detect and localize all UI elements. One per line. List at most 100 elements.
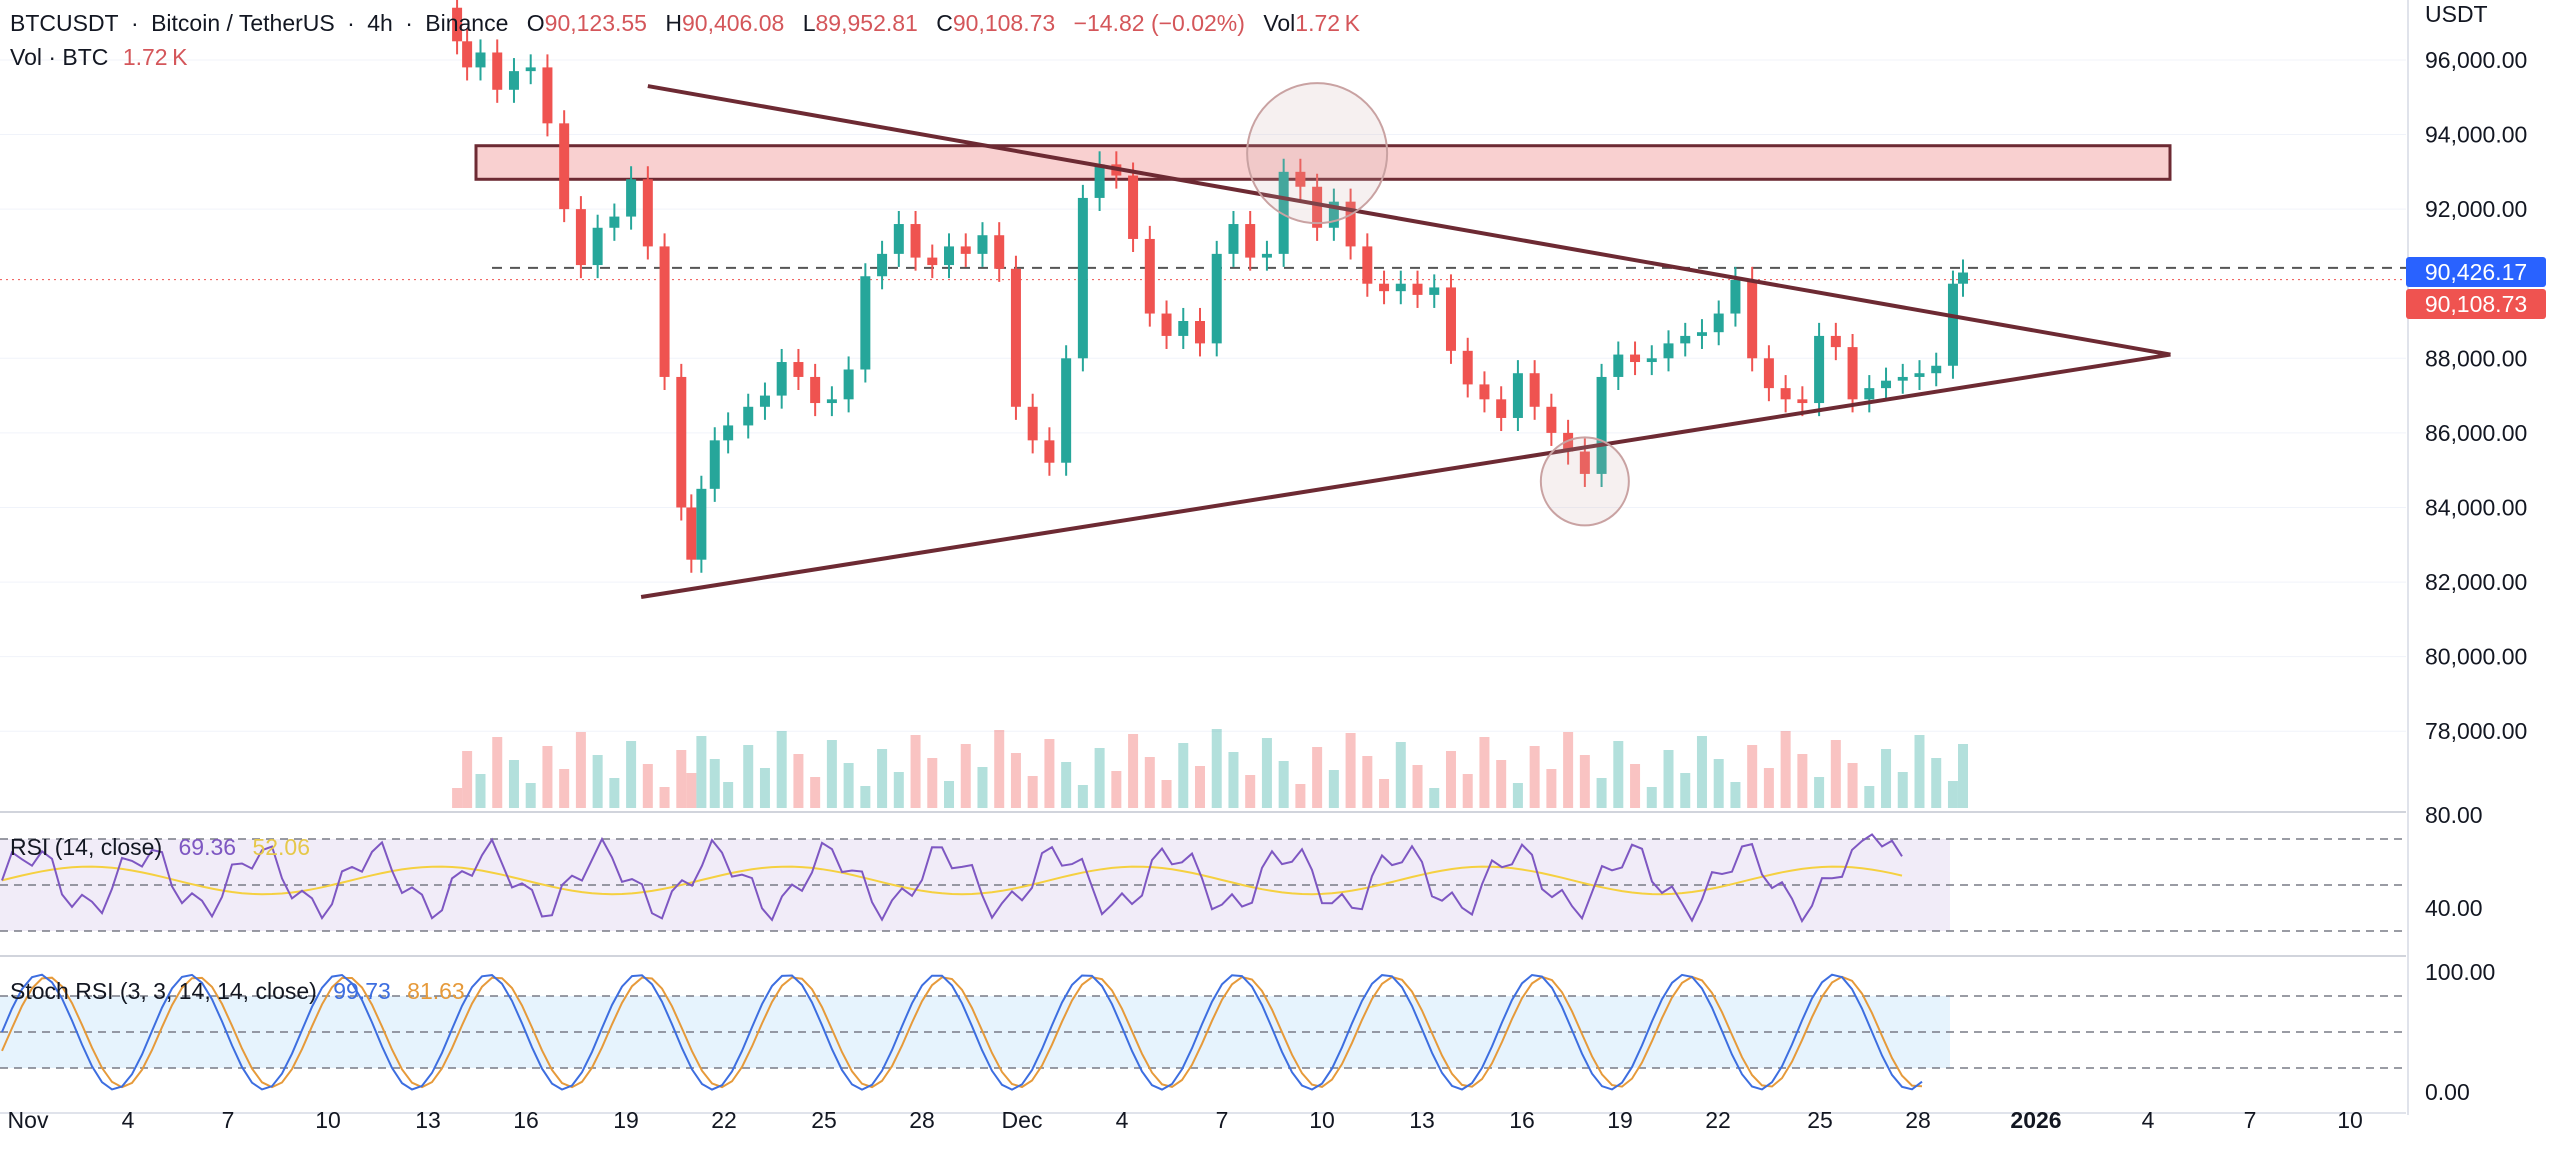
time-axis-label: 7 xyxy=(1216,1107,1229,1133)
legend-name: Bitcoin / TetherUS xyxy=(151,10,335,36)
candle-body xyxy=(1328,201,1339,228)
volume-bar xyxy=(1780,731,1791,808)
volume-bar xyxy=(1763,768,1774,808)
volume-bar xyxy=(1563,732,1574,808)
volume-bar xyxy=(1696,736,1707,808)
candle-body xyxy=(1094,164,1105,198)
volume-bar xyxy=(559,769,570,808)
candle-body xyxy=(1010,268,1021,407)
volume-bar xyxy=(1111,771,1122,808)
rsi-legend: RSI (14, close) 69.36 52.06 xyxy=(10,834,310,861)
candle-body xyxy=(1763,358,1774,389)
volume-legend-label[interactable]: Vol · BTC xyxy=(10,44,109,70)
volume-bar xyxy=(1630,764,1641,808)
time-axis-label: 10 xyxy=(2337,1107,2363,1133)
time-axis-label: 13 xyxy=(1409,1107,1435,1133)
volume-bar xyxy=(1479,737,1490,808)
price-tick-label: 80,000.00 xyxy=(2425,644,2527,670)
close-value: 90,108.73 xyxy=(952,10,1056,36)
rsi-legend-label[interactable]: RSI (14, close) xyxy=(10,834,163,860)
volume-bar xyxy=(1529,746,1540,808)
time-axis-label: 25 xyxy=(1807,1107,1833,1133)
candle-body xyxy=(642,179,653,247)
volume-bar xyxy=(1161,780,1172,808)
candle-body xyxy=(1077,197,1088,359)
candle-body xyxy=(927,257,938,266)
stoch-legend-label[interactable]: Stoch RSI (3, 3, 14, 14, close) xyxy=(10,978,317,1004)
legend-symbol[interactable]: BTCUSDT xyxy=(10,10,119,36)
candle-body xyxy=(1546,406,1557,433)
highlight-circle xyxy=(1246,82,1389,225)
volume-bar xyxy=(977,767,988,808)
partial-tick-label: 80.00 xyxy=(2425,802,2483,828)
candle-body xyxy=(626,179,637,217)
volume-bar xyxy=(542,746,553,808)
candle-body xyxy=(1261,253,1272,258)
time-axis-label: Dec xyxy=(1002,1107,1043,1133)
volume-bar xyxy=(1847,763,1858,808)
time-axis-label: 10 xyxy=(315,1107,341,1133)
volume-bar xyxy=(759,768,770,808)
volume-bar xyxy=(723,782,734,808)
price-tick-label: 82,000.00 xyxy=(2425,569,2527,595)
stoch-d-legend-value: 81.63 xyxy=(407,978,465,1004)
legend-interval[interactable]: 4h xyxy=(367,10,393,36)
volume-bar xyxy=(1228,752,1239,808)
candle-body xyxy=(686,507,697,560)
volume-bar xyxy=(810,777,821,808)
volume-bar xyxy=(1596,778,1607,808)
volume-bar xyxy=(1412,765,1423,808)
candle-body xyxy=(1345,201,1356,247)
candle-body xyxy=(743,406,754,426)
volume-bar xyxy=(1195,766,1205,808)
candle-body xyxy=(1696,332,1707,336)
candle-body xyxy=(1814,335,1825,404)
time-axis-label: 28 xyxy=(909,1107,935,1133)
volume-bar xyxy=(1094,748,1105,808)
volume-bar xyxy=(1546,769,1557,808)
candle-body xyxy=(1579,451,1590,474)
candle-body xyxy=(723,425,734,441)
volume-bar xyxy=(696,736,707,808)
volume-legend-value: 1.72 K xyxy=(122,44,188,70)
volume-bar xyxy=(1245,775,1256,808)
volume-bar xyxy=(1797,754,1808,808)
volume-bar xyxy=(893,772,904,808)
volume-bar xyxy=(1663,750,1674,808)
volume-bar xyxy=(960,744,971,808)
legend-sep-3: · xyxy=(405,10,413,36)
volume-bar xyxy=(843,763,854,808)
candle-body xyxy=(1379,283,1390,292)
time-axis-label: 4 xyxy=(2142,1107,2155,1133)
time-axis-label: 4 xyxy=(1116,1107,1129,1133)
volume-bar xyxy=(1864,786,1875,808)
candle-body xyxy=(893,224,904,254)
volume-bar xyxy=(508,760,519,808)
legend-exchange: Binance xyxy=(425,10,509,36)
candle-body xyxy=(1312,186,1323,228)
candle-body xyxy=(659,246,670,377)
high-label: H xyxy=(665,10,682,36)
volume-bar xyxy=(475,774,486,808)
stoch-k-legend-value: 99.73 xyxy=(333,978,391,1004)
volume-bar xyxy=(709,759,720,808)
candle-body xyxy=(559,123,570,210)
candle-body xyxy=(1295,171,1306,187)
volume-bar xyxy=(1128,734,1139,808)
rsi-ma-line xyxy=(1,865,1903,896)
volume-bar xyxy=(1713,759,1724,808)
symbol-legend: BTCUSDT · Bitcoin / TetherUS · 4h · Bina… xyxy=(10,10,1360,37)
time-axis-label: 22 xyxy=(711,1107,737,1133)
candle-body xyxy=(592,227,603,266)
price-tick-label: 94,000.00 xyxy=(2425,122,2527,148)
time-axis-label: 7 xyxy=(222,1107,235,1133)
vol-value: 1.72 K xyxy=(1295,10,1361,36)
time-axis-label: 16 xyxy=(1509,1107,1535,1133)
candle-body xyxy=(1128,175,1139,239)
time-axis-label: 19 xyxy=(1607,1107,1633,1133)
candle-body xyxy=(793,362,804,377)
volume-bar xyxy=(1295,784,1306,808)
candle-body xyxy=(1947,283,1958,366)
